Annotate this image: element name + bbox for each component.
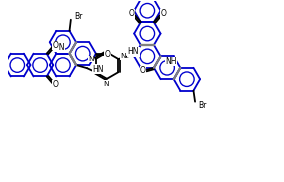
Text: O: O <box>53 80 59 89</box>
Text: N: N <box>104 80 109 86</box>
Text: HN: HN <box>53 43 65 52</box>
Text: HN: HN <box>128 47 139 56</box>
Text: N: N <box>120 53 126 59</box>
Text: O: O <box>53 41 59 50</box>
Text: N: N <box>88 56 93 62</box>
Text: O: O <box>140 66 146 75</box>
Text: O: O <box>105 50 110 59</box>
Text: NH: NH <box>165 57 177 66</box>
Text: O: O <box>128 9 134 18</box>
Text: Br: Br <box>198 101 206 110</box>
Text: Br: Br <box>74 12 82 21</box>
Text: O: O <box>160 9 166 18</box>
Text: HN: HN <box>93 65 104 74</box>
